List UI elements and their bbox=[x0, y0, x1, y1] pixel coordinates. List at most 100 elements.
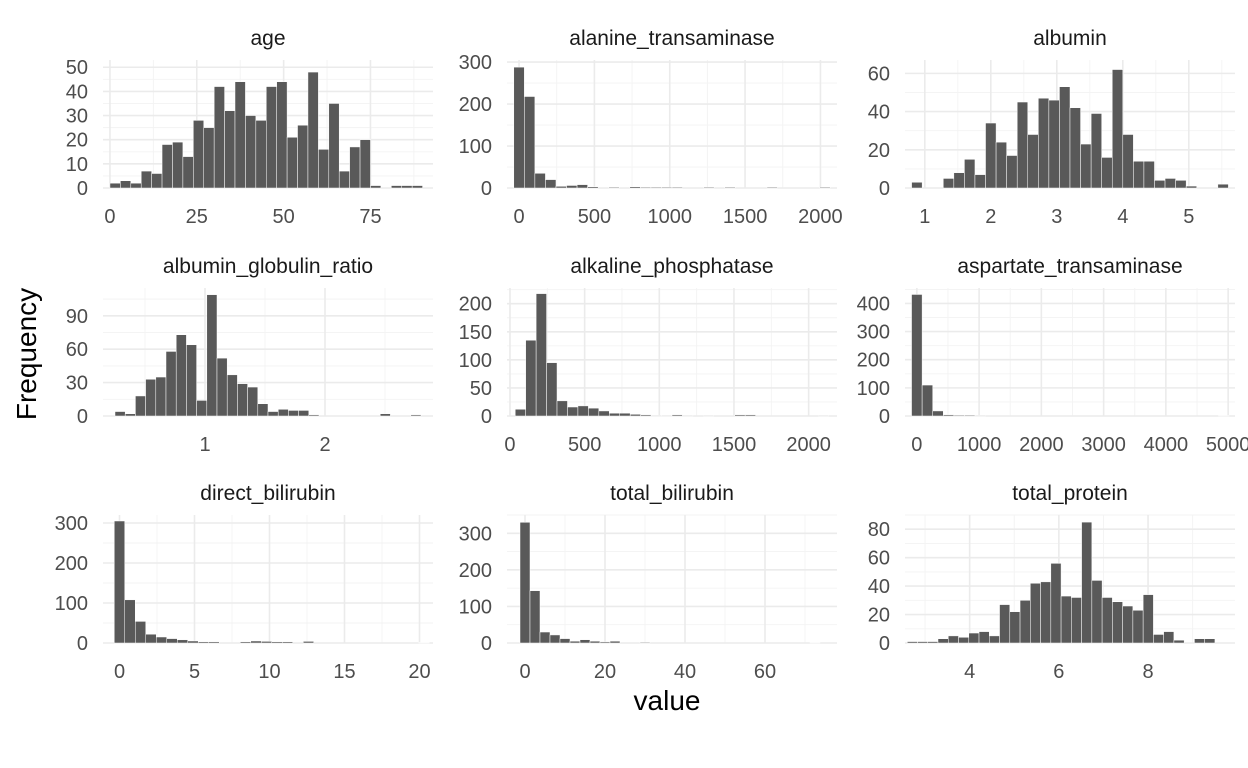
histogram-bar bbox=[177, 639, 188, 644]
histogram-bar bbox=[734, 414, 746, 417]
histogram-bar bbox=[166, 638, 178, 644]
histogram-bar bbox=[539, 631, 551, 644]
histogram-bar bbox=[271, 641, 283, 644]
y-tick-label: 100 bbox=[459, 596, 492, 618]
histogram-bar bbox=[650, 186, 662, 189]
y-tick-label: 0 bbox=[77, 406, 88, 428]
facet-title: direct_bilirubin bbox=[200, 482, 335, 505]
x-tick-label: 0 bbox=[519, 661, 530, 683]
histogram-bar bbox=[974, 415, 986, 417]
histogram-bar bbox=[588, 407, 600, 417]
histogram-bar bbox=[156, 636, 167, 644]
histogram-bar bbox=[671, 414, 683, 417]
y-tick-label: 20 bbox=[868, 140, 890, 162]
histogram-bar bbox=[906, 641, 918, 644]
facet-title: albumin_globulin_ratio bbox=[163, 255, 373, 278]
y-tick-label: 150 bbox=[459, 322, 492, 344]
histogram-bar bbox=[401, 185, 413, 189]
histogram-bar bbox=[145, 633, 157, 644]
histogram-bar bbox=[1143, 161, 1155, 189]
histogram-bar bbox=[819, 186, 831, 189]
x-tick-label: 1000 bbox=[637, 434, 682, 456]
histogram-bar bbox=[257, 403, 269, 417]
histogram-bar bbox=[359, 139, 371, 189]
histogram-bar bbox=[978, 631, 990, 644]
histogram-bar bbox=[255, 120, 267, 189]
histogram-bar bbox=[524, 96, 536, 189]
x-tick-label: 5 bbox=[1183, 206, 1194, 228]
y-tick-label: 40 bbox=[66, 81, 88, 103]
histogram-bar bbox=[545, 179, 557, 189]
histogram-bar bbox=[1091, 580, 1103, 644]
histogram-bar bbox=[964, 414, 976, 417]
histogram-bar bbox=[282, 641, 293, 644]
x-tick-label: 1 bbox=[919, 206, 930, 228]
histogram-bar bbox=[250, 640, 262, 644]
histogram-bar bbox=[953, 414, 965, 417]
histogram-bar bbox=[155, 376, 167, 417]
x-tick-label: 20 bbox=[408, 661, 430, 683]
histogram-bar bbox=[240, 641, 251, 644]
x-tick-label: 2000 bbox=[786, 434, 831, 456]
histogram-bar bbox=[186, 344, 197, 417]
histogram-bar bbox=[1112, 601, 1123, 644]
y-tick-label: 0 bbox=[77, 178, 88, 200]
x-tick-label: 20 bbox=[594, 661, 616, 683]
histogram-bar bbox=[587, 186, 599, 189]
histogram-bar bbox=[370, 185, 382, 189]
histogram-bar bbox=[224, 110, 236, 189]
y-tick-label: 200 bbox=[459, 94, 492, 116]
histogram-bar bbox=[937, 638, 949, 644]
y-axis-title: Frequency bbox=[11, 288, 42, 420]
y-tick-label: 0 bbox=[879, 406, 890, 428]
histogram-bar bbox=[661, 415, 673, 417]
histogram-bar bbox=[1090, 113, 1102, 189]
histogram-bar bbox=[958, 637, 970, 644]
histogram-bar bbox=[1030, 583, 1041, 644]
x-tick-label: 500 bbox=[568, 434, 601, 456]
histogram-bar bbox=[303, 641, 314, 644]
histogram-bar bbox=[1081, 521, 1093, 644]
x-tick-label: 6 bbox=[1053, 661, 1064, 683]
histogram-bar bbox=[1163, 631, 1175, 644]
histogram-bar bbox=[766, 186, 778, 189]
histogram-bar bbox=[1185, 185, 1197, 189]
x-tick-label: 40 bbox=[674, 661, 696, 683]
facet-panel-alanine_transaminase: alanine_transaminase 0 500 1000 1500 2000 0 100… bbox=[459, 27, 843, 228]
histogram-bar bbox=[744, 414, 756, 417]
histogram-bar bbox=[546, 362, 558, 417]
histogram-bar bbox=[569, 640, 581, 644]
histogram-bar bbox=[599, 641, 611, 644]
facet-title: aspartate_transaminase bbox=[957, 255, 1182, 278]
histogram-bar bbox=[1153, 634, 1164, 644]
x-tick-label: 1 bbox=[199, 434, 210, 456]
histogram-bar bbox=[1059, 86, 1071, 189]
histogram-bar bbox=[234, 81, 246, 189]
x-tick-label: 1000 bbox=[647, 206, 692, 228]
histogram-bar bbox=[1132, 610, 1144, 644]
histogram-bar bbox=[566, 185, 578, 189]
histogram-bar bbox=[135, 395, 146, 417]
histogram-bar bbox=[619, 412, 631, 417]
histogram-bar bbox=[114, 411, 126, 417]
histogram-bar bbox=[266, 86, 277, 189]
histogram-bar bbox=[226, 374, 238, 417]
histogram-bar bbox=[1050, 563, 1062, 644]
histogram-bar bbox=[391, 185, 402, 189]
x-axis-title: value bbox=[634, 685, 701, 716]
histogram-bar bbox=[989, 635, 1000, 644]
histogram-bar bbox=[206, 294, 218, 417]
x-tick-label: 2 bbox=[319, 434, 330, 456]
histogram-bar bbox=[193, 120, 204, 189]
histogram-bar bbox=[525, 339, 537, 417]
y-tick-label: 300 bbox=[459, 52, 492, 74]
histogram-bar bbox=[650, 415, 662, 417]
histogram-bar bbox=[410, 414, 422, 417]
histogram-bar bbox=[985, 122, 997, 189]
histogram-bar bbox=[671, 186, 683, 189]
x-tick-label: 1500 bbox=[723, 206, 768, 228]
histogram-bar bbox=[286, 137, 298, 189]
histogram-bar bbox=[932, 410, 944, 417]
x-tick-label: 0 bbox=[513, 206, 524, 228]
